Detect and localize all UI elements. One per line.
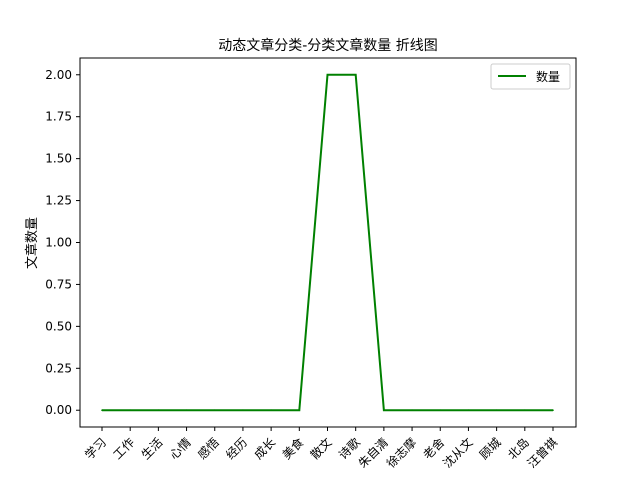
plot-frame	[79, 57, 577, 428]
data-point	[326, 73, 329, 76]
data-point	[101, 409, 103, 412]
data-point	[467, 409, 470, 412]
y-tick-label: 2.00	[45, 68, 72, 82]
data-point	[129, 409, 131, 412]
y-tick-label: 1.50	[45, 152, 72, 166]
data-point	[298, 409, 301, 412]
y-tick-label: 1.00	[45, 236, 72, 250]
data-point	[270, 409, 272, 412]
data-point	[157, 409, 160, 412]
y-tick-label: 0.25	[45, 361, 72, 375]
legend-label: 数量	[536, 69, 560, 84]
chart-title: 动态文章分类-分类文章数量 折线图	[218, 37, 438, 54]
data-point	[552, 409, 554, 412]
legend: 数量	[490, 63, 571, 90]
data-point	[185, 409, 188, 412]
data-point	[411, 409, 413, 412]
data-point	[383, 409, 385, 412]
legend-box	[490, 63, 571, 90]
y-axis-ticks: 0.00 0.25 0.50 0.75 1.00 1.25 1.50 1.75 2.00	[45, 68, 80, 417]
data-point	[242, 409, 244, 412]
data-point	[524, 409, 526, 412]
y-tick-label: 0.00	[45, 403, 72, 417]
data-point	[439, 409, 442, 412]
data-point	[213, 409, 216, 412]
y-tick-label: 0.75	[45, 277, 72, 291]
y-axis-label: 文章数量	[24, 217, 40, 269]
series-group	[101, 73, 554, 412]
y-tick-label: 1.75	[45, 110, 72, 124]
data-point	[495, 409, 498, 412]
y-tick-label: 0.50	[45, 319, 72, 333]
data-point	[354, 73, 357, 76]
y-tick-label: 1.25	[45, 194, 72, 208]
